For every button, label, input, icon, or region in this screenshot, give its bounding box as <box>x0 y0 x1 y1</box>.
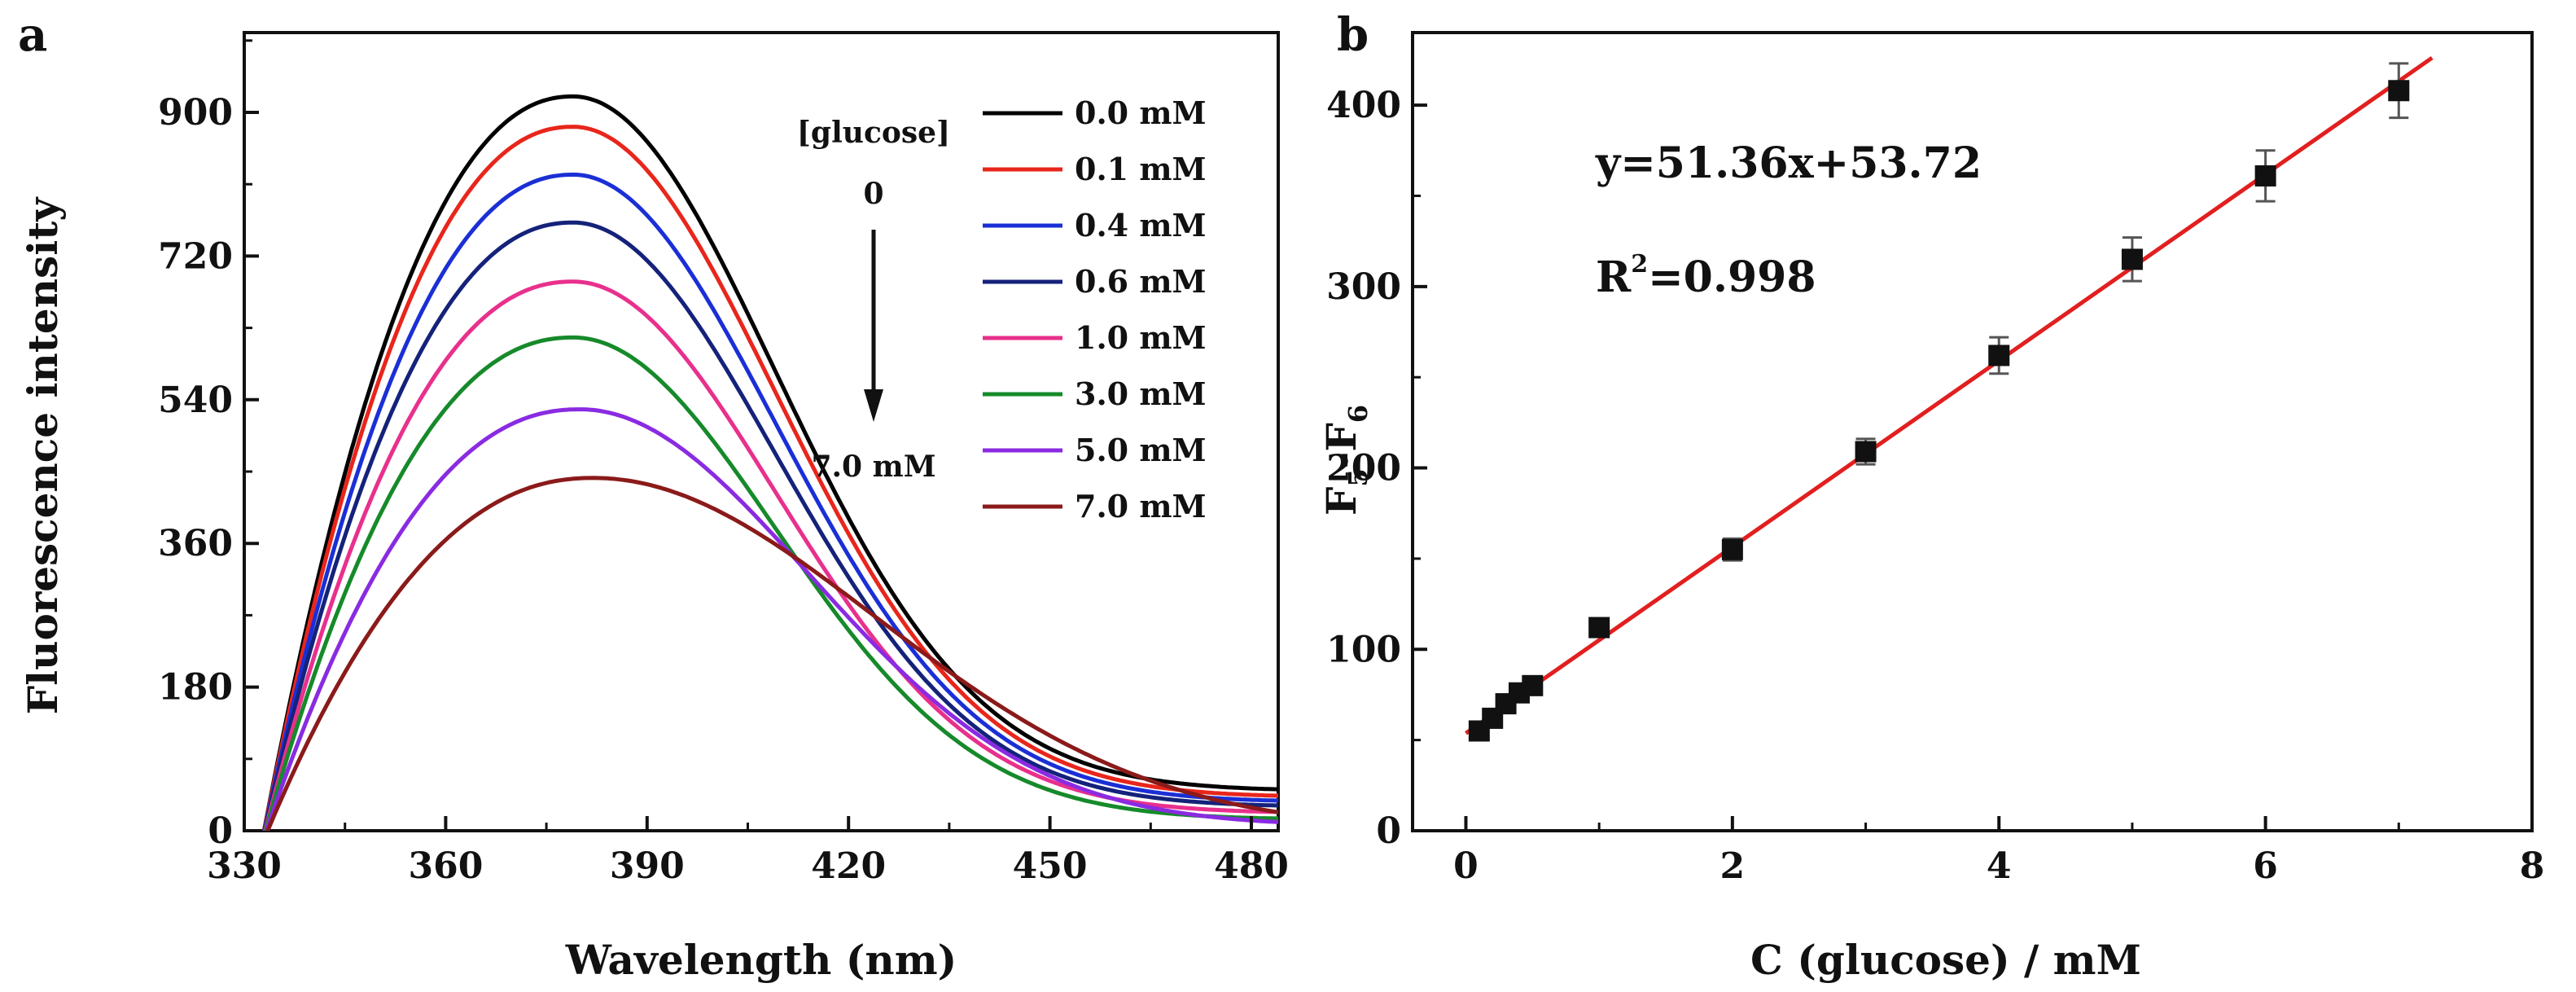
legend-label: 0.4 mM <box>1075 207 1207 244</box>
x-tick-label: 420 <box>811 845 886 887</box>
legend-label: 0.1 mM <box>1075 151 1207 187</box>
panel-a-ticks: 330 360 390 420 450 480 0 180 360 540 720 900 <box>158 39 1289 887</box>
y-tick-label: 720 <box>158 235 233 277</box>
point-marker <box>2254 165 2276 187</box>
legend-label: 5.0 mM <box>1075 432 1207 468</box>
legend-item: 5.0 mM <box>983 432 1207 468</box>
panel-a-annotation: [glucose] 0 7.0 mM <box>797 116 950 484</box>
legend-item: 0.4 mM <box>983 207 1207 244</box>
y-tick-label: 0 <box>1376 810 1401 852</box>
point-marker <box>1855 441 1877 463</box>
curve-0-1-mM <box>261 125 1278 831</box>
x-tick-label: 2 <box>1720 845 1746 887</box>
point-marker <box>1988 345 2010 367</box>
panel-a-frame <box>243 31 1280 832</box>
annotation-arrow-head <box>864 389 883 422</box>
x-tick-label: 480 <box>1214 845 1289 887</box>
panel-b-xlabel: C (glucose) / mM <box>1750 936 2141 984</box>
y-tick-label: 540 <box>158 380 233 421</box>
curve-0-6-mM <box>262 220 1278 831</box>
y-tick-label: 900 <box>158 92 233 134</box>
legend-label: 1.0 mM <box>1075 319 1207 356</box>
panel-b-plot-area <box>1411 31 2534 832</box>
data-point <box>1988 336 2010 375</box>
point-marker <box>1588 617 1610 639</box>
panel-b-ticks: 0 2 4 6 8 0 100 200 300 400 <box>1326 85 2544 887</box>
x-tick-label: 8 <box>2520 845 2545 887</box>
point-marker <box>2121 248 2143 270</box>
legend-label: 3.0 mM <box>1075 375 1207 412</box>
panel-b-frame <box>1411 31 2534 832</box>
x-tick-label: 6 <box>2253 845 2278 887</box>
x-tick-label: 0 <box>1453 845 1479 887</box>
panel-a-label: a <box>18 8 47 62</box>
data-point <box>1855 437 1877 466</box>
x-tick-label: 390 <box>610 845 685 887</box>
legend-item: 0.1 mM <box>983 151 1207 187</box>
y-tick-label: 0 <box>208 810 233 852</box>
data-point <box>2254 149 2276 203</box>
y-tick-label: 100 <box>1326 629 1401 670</box>
r-squared: R2=0.998 <box>1596 250 1816 302</box>
y-tick-label: 200 <box>1326 448 1401 489</box>
legend-item: 0.0 mM <box>983 94 1207 131</box>
legend-item: 7.0 mM <box>983 488 1207 525</box>
y-tick-label: 400 <box>1326 85 1401 126</box>
annotation-start-label: 0 <box>863 177 883 211</box>
y-tick-label: 360 <box>158 523 233 564</box>
data-point <box>1468 720 1490 742</box>
panel-a-ylabel: Fluorescence intensity <box>19 196 67 715</box>
panel-a-plot-area <box>243 31 1280 832</box>
panel-b-label: b <box>1337 8 1369 62</box>
legend-item: 1.0 mM <box>983 319 1207 356</box>
legend-item: 0.6 mM <box>983 263 1207 300</box>
point-marker <box>2388 80 2410 102</box>
point-marker <box>1721 538 1743 560</box>
curve-0-4-mM <box>262 172 1278 831</box>
annotation-glucose-label: [glucose] <box>797 116 950 150</box>
panel-a: a Fluorescence intensity Wavelength (nm)… <box>18 8 1289 984</box>
data-point <box>2388 62 2410 120</box>
legend-label: 0.0 mM <box>1075 94 1207 131</box>
fit-equation: y=51.36x+53.72 <box>1595 138 1982 188</box>
curve-3-0-mM <box>263 335 1278 831</box>
x-tick-label: 4 <box>1987 845 2012 887</box>
x-tick-label: 330 <box>207 845 282 887</box>
legend-label: 7.0 mM <box>1075 488 1207 525</box>
annotation-end-label: 7.0 mM <box>811 450 935 484</box>
data-point <box>1522 674 1544 696</box>
curve-5-0-mM <box>264 407 1278 831</box>
panel-b: b F5-F6 C (glucose) / mM 0 2 4 6 8 0 100 200 300… <box>1317 8 2544 984</box>
x-tick-label: 360 <box>408 845 483 887</box>
panel-a-xlabel: Wavelength (nm) <box>565 936 957 984</box>
panel-a-curves <box>261 94 1278 831</box>
data-point <box>2121 236 2143 283</box>
x-tick-label: 450 <box>1013 845 1088 887</box>
legend-label: 0.6 mM <box>1075 263 1207 300</box>
y-tick-label: 180 <box>158 667 233 709</box>
curve-7-0-mM <box>265 476 1278 831</box>
point-marker <box>1522 674 1544 696</box>
curve-0-0-mM <box>261 94 1278 831</box>
data-point <box>1588 617 1610 639</box>
data-point <box>1721 537 1743 562</box>
legend-item: 3.0 mM <box>983 375 1207 412</box>
panel-a-legend: 0.0 mM 0.1 mM 0.4 mM 0.6 mM 1.0 mM 3.0 mM 5.0 … <box>983 94 1207 525</box>
panel-b-ylabel: F5-F6 <box>1317 405 1373 516</box>
y-tick-label: 300 <box>1326 266 1401 308</box>
